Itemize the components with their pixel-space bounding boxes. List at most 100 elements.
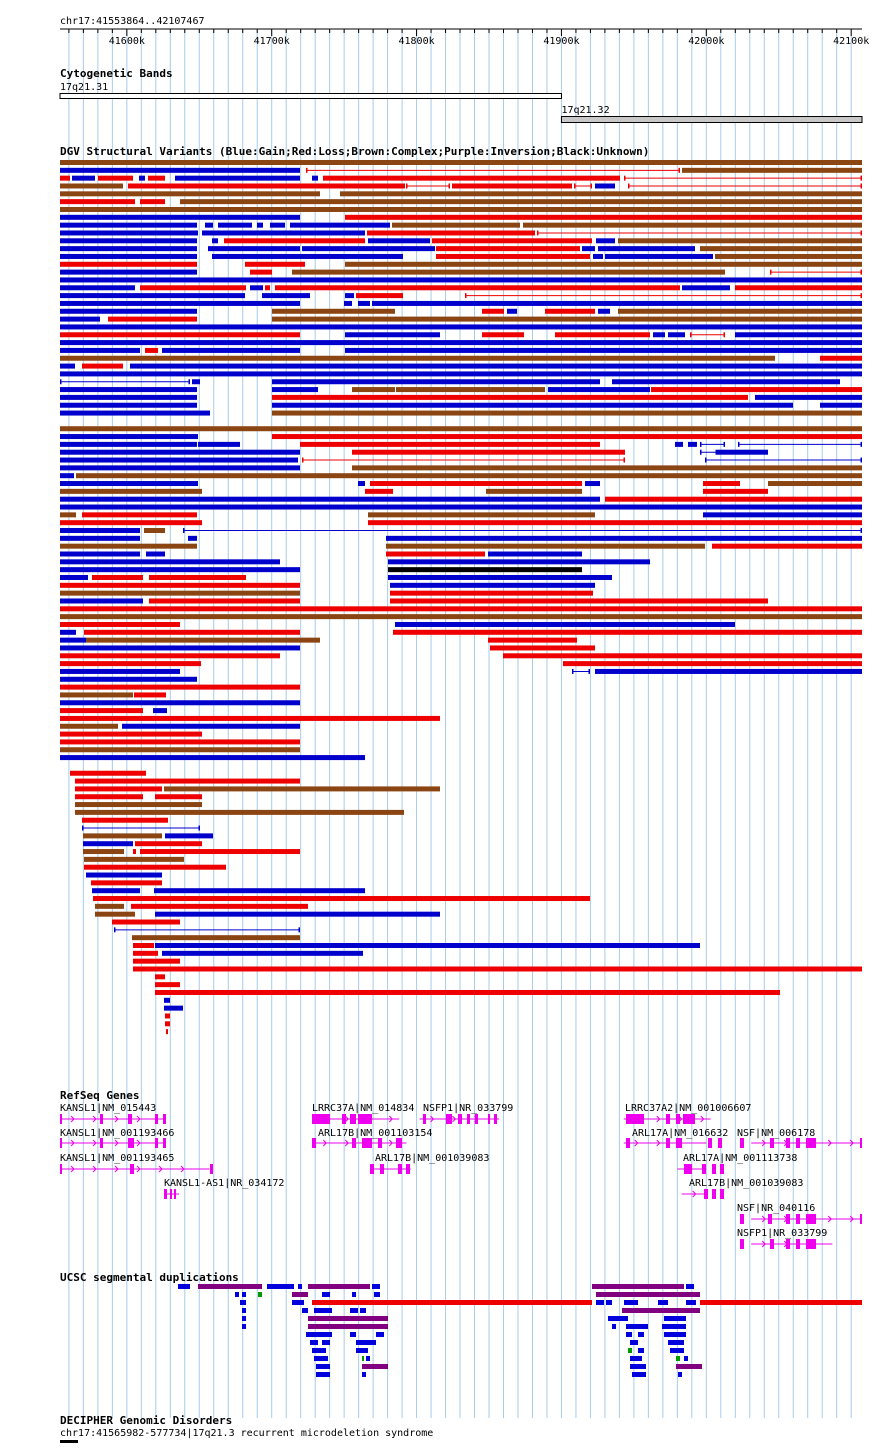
dgv-variant[interactable] xyxy=(755,394,862,400)
gene-exon[interactable] xyxy=(370,1164,374,1174)
dgv-variant[interactable] xyxy=(820,402,862,408)
dgv-variant[interactable] xyxy=(183,528,185,534)
dgv-variant[interactable] xyxy=(618,238,862,244)
segdup-feature[interactable] xyxy=(350,1308,358,1313)
gene-exon[interactable] xyxy=(676,1138,682,1148)
segdup-feature[interactable] xyxy=(676,1356,680,1361)
dgv-variant[interactable] xyxy=(368,512,595,518)
segdup-feature[interactable] xyxy=(316,1364,330,1369)
dgv-variant[interactable] xyxy=(60,402,197,408)
dgv-variant[interactable] xyxy=(140,285,246,291)
dgv-variant[interactable] xyxy=(257,222,263,228)
dgv-variant[interactable] xyxy=(598,308,610,314)
dgv-variant[interactable] xyxy=(131,903,308,909)
dgv-variant[interactable] xyxy=(703,512,862,518)
gene-exon[interactable] xyxy=(770,1138,774,1148)
dgv-variant[interactable] xyxy=(272,410,862,416)
gene-exon[interactable] xyxy=(446,1114,452,1124)
dgv-variant[interactable] xyxy=(388,574,612,580)
dgv-variant[interactable] xyxy=(675,441,683,447)
dgv-variant[interactable] xyxy=(60,551,140,557)
dgv-variant[interactable] xyxy=(482,332,524,338)
dgv-variant[interactable] xyxy=(188,379,191,385)
segdup-feature[interactable] xyxy=(700,1300,862,1305)
gene-exon[interactable] xyxy=(768,1214,772,1224)
segdup-feature[interactable] xyxy=(658,1300,668,1305)
dgv-variant[interactable] xyxy=(60,238,197,244)
dgv-variant[interactable] xyxy=(60,441,197,447)
dgv-variant[interactable] xyxy=(75,778,300,784)
dgv-variant[interactable] xyxy=(596,238,615,244)
dgv-variant[interactable] xyxy=(367,230,535,236)
dgv-variant[interactable] xyxy=(72,175,95,181)
dgv-variant[interactable] xyxy=(860,183,863,189)
gene-exon[interactable] xyxy=(806,1138,816,1148)
dgv-variant[interactable] xyxy=(60,574,88,580)
dgv-variant[interactable] xyxy=(60,496,600,502)
dgv-variant[interactable] xyxy=(860,175,863,181)
dgv-variant[interactable] xyxy=(272,402,793,408)
dgv-variant[interactable] xyxy=(60,621,180,627)
gene-exon[interactable] xyxy=(740,1138,744,1148)
dgv-variant[interactable] xyxy=(75,794,143,800)
dgv-variant[interactable] xyxy=(212,253,403,259)
dgv-variant[interactable] xyxy=(272,316,862,322)
dgv-variant[interactable] xyxy=(135,841,202,847)
dgv-variant[interactable] xyxy=(585,481,600,487)
dgv-variant[interactable] xyxy=(860,269,863,275)
dgv-variant[interactable] xyxy=(386,535,862,541)
dgv-variant[interactable] xyxy=(60,614,862,620)
gene-exon[interactable] xyxy=(796,1138,800,1148)
dgv-variant[interactable] xyxy=(162,950,363,956)
dgv-variant[interactable] xyxy=(703,488,768,494)
dgv-variant[interactable] xyxy=(60,629,76,635)
dgv-variant[interactable] xyxy=(60,230,198,236)
segdup-feature[interactable] xyxy=(622,1308,700,1313)
dgv-variant[interactable] xyxy=(668,332,685,338)
dgv-variant[interactable] xyxy=(395,621,735,627)
dgv-variant[interactable] xyxy=(605,496,862,502)
gene-exon[interactable] xyxy=(100,1114,103,1124)
dgv-variant[interactable] xyxy=(386,543,705,549)
dgv-variant[interactable] xyxy=(155,982,180,988)
dgv-variant[interactable] xyxy=(133,958,180,964)
dgv-variant[interactable] xyxy=(60,183,123,189)
gene-exon[interactable] xyxy=(210,1164,213,1174)
dgv-variant[interactable] xyxy=(149,574,246,580)
segdup-feature[interactable] xyxy=(235,1292,239,1297)
segdup-feature[interactable] xyxy=(298,1284,302,1289)
dgv-variant[interactable] xyxy=(60,300,300,306)
dgv-variant[interactable] xyxy=(272,308,395,314)
dgv-variant[interactable] xyxy=(130,363,862,369)
gene-exon[interactable] xyxy=(312,1138,316,1148)
dgv-variant[interactable] xyxy=(738,441,740,447)
dgv-variant[interactable] xyxy=(390,582,595,588)
segdup-feature[interactable] xyxy=(684,1356,688,1361)
dgv-variant[interactable] xyxy=(60,387,197,393)
dgv-variant[interactable] xyxy=(700,449,702,455)
gene-exon[interactable] xyxy=(720,1189,724,1199)
dgv-variant[interactable] xyxy=(345,293,354,299)
dgv-variant[interactable] xyxy=(60,285,135,291)
dgv-variant[interactable] xyxy=(860,441,863,447)
dgv-variant[interactable] xyxy=(386,551,485,557)
dgv-variant[interactable] xyxy=(653,332,665,338)
segdup-feature[interactable] xyxy=(596,1300,604,1305)
gene-exon[interactable] xyxy=(796,1214,800,1224)
dgv-variant[interactable] xyxy=(356,293,403,299)
dgv-variant[interactable] xyxy=(393,629,862,635)
dgv-variant[interactable] xyxy=(688,441,697,447)
dgv-variant[interactable] xyxy=(60,293,245,299)
dgv-variant[interactable] xyxy=(352,449,625,455)
dgv-variant[interactable] xyxy=(60,731,202,737)
dgv-variant[interactable] xyxy=(224,238,365,244)
dgv-variant[interactable] xyxy=(60,512,76,518)
dgv-variant[interactable] xyxy=(155,943,700,948)
dgv-variant[interactable] xyxy=(218,222,252,228)
dgv-variant[interactable] xyxy=(388,559,650,565)
segdup-feature[interactable] xyxy=(596,1292,700,1297)
dgv-variant[interactable] xyxy=(860,457,863,463)
segdup-feature[interactable] xyxy=(310,1340,318,1345)
dgv-variant[interactable] xyxy=(198,825,201,831)
dgv-variant[interactable] xyxy=(563,661,862,667)
